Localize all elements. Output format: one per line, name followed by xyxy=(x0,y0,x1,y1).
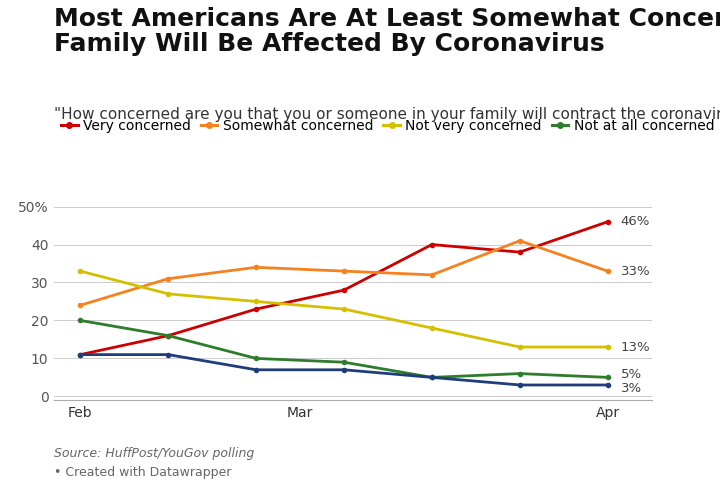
Text: 13%: 13% xyxy=(621,341,650,353)
Text: Family Will Be Affected By Coronavirus: Family Will Be Affected By Coronavirus xyxy=(54,32,605,56)
Text: Most Americans Are At Least Somewhat Concerned Their: Most Americans Are At Least Somewhat Con… xyxy=(54,7,720,31)
Text: 5%: 5% xyxy=(621,368,642,381)
Legend: Very concerned, Somewhat concerned, Not very concerned, Not at all concerned, No: Very concerned, Somewhat concerned, Not … xyxy=(61,119,720,133)
Text: 3%: 3% xyxy=(621,382,642,394)
Text: 46%: 46% xyxy=(621,215,650,228)
Text: Source: HuffPost/YouGov polling: Source: HuffPost/YouGov polling xyxy=(54,447,254,460)
Text: • Created with Datawrapper: • Created with Datawrapper xyxy=(54,466,231,479)
Text: "How concerned are you that you or someone in your family will contract the coro: "How concerned are you that you or someo… xyxy=(54,107,720,122)
Text: 33%: 33% xyxy=(621,264,650,278)
